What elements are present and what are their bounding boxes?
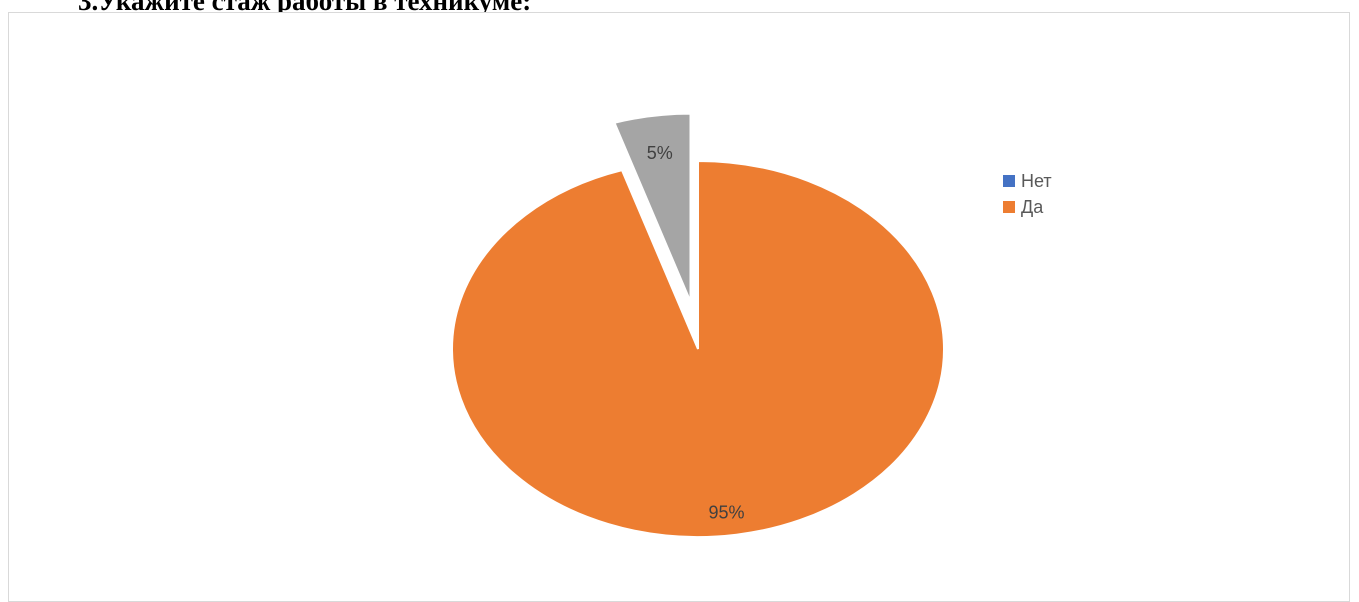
legend-swatch-net	[1003, 175, 1015, 187]
pie-slice-1	[613, 112, 692, 302]
data-label-1: 5%	[647, 143, 673, 163]
chart-legend: Нет Да	[1003, 168, 1052, 220]
legend-item-da: Да	[1003, 194, 1052, 220]
pie-slice-2	[451, 159, 945, 538]
legend-label-net: Нет	[1021, 170, 1052, 191]
legend-label-da: Да	[1021, 196, 1044, 217]
legend-item-net: Нет	[1003, 168, 1052, 194]
legend-swatch-da	[1003, 201, 1015, 213]
data-label-2: 95%	[708, 502, 744, 522]
